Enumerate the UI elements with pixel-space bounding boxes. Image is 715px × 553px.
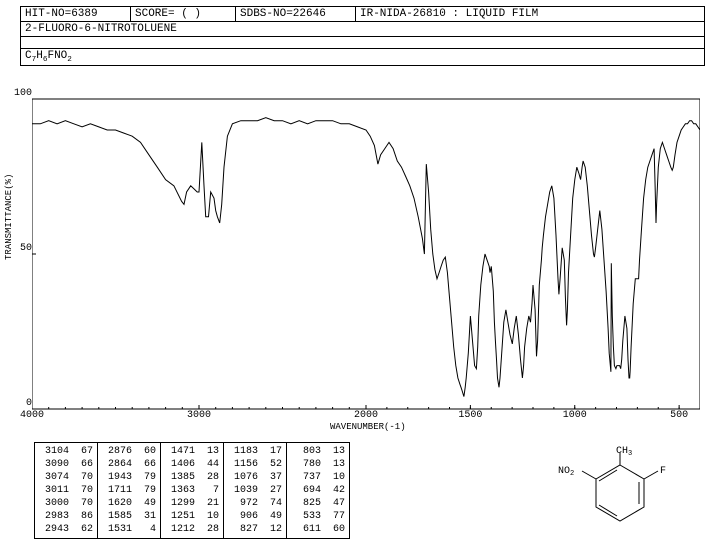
formula-cell: C7H6FNO2 (21, 49, 704, 65)
x-tick-label: 500 (661, 410, 697, 421)
molecular-structure: CH3 NO2 F (540, 445, 700, 545)
peak-table-row: 61160 (291, 523, 345, 536)
peak-table-row: 300070 (39, 497, 93, 510)
peak-table-row: 147113 (165, 445, 219, 458)
peak-table-row: 15314 (102, 523, 156, 536)
f-label: F (660, 466, 666, 477)
peak-table-row: 118317 (228, 445, 282, 458)
peak-table-row: 287660 (102, 445, 156, 458)
x-axis-label: WAVENUMBER(-1) (330, 422, 406, 432)
peak-table-row: 82547 (291, 497, 345, 510)
peak-table-row: 103927 (228, 484, 282, 497)
y-tick-label: 50 (12, 243, 32, 254)
x-tick-label: 2000 (348, 410, 384, 421)
peak-table-row: 107637 (228, 471, 282, 484)
no2-label: NO2 (558, 466, 574, 478)
method-cell: IR-NIDA-26810 : LIQUID FILM (356, 7, 704, 21)
peak-table-row: 73710 (291, 471, 345, 484)
x-tick-label: 1000 (557, 410, 593, 421)
peak-table-column: 2876602864661943791711791620491585311531… (98, 443, 161, 538)
peak-table-row: 298386 (39, 510, 93, 523)
peak-table-row: 310467 (39, 445, 93, 458)
sdbs-no-cell: SDBS-NO=22646 (236, 7, 356, 21)
x-tick-label: 3000 (181, 410, 217, 421)
peak-table-row: 82712 (228, 523, 282, 536)
peak-table-row: 90649 (228, 510, 282, 523)
peak-table-column: 118317115652107637103927972749064982712 (224, 443, 287, 538)
header-row-1: HIT-NO=6389 SCORE= ( ) SDBS-NO=22646 IR-… (20, 6, 705, 22)
peak-table-row: 286466 (102, 458, 156, 471)
peak-table-row: 140644 (165, 458, 219, 471)
compound-cell: 2-FLUORO-6-NITROTOLUENE (21, 22, 704, 36)
peak-table-row: 80313 (291, 445, 345, 458)
blank-cell (21, 37, 704, 48)
peak-table-row: 125110 (165, 510, 219, 523)
peak-table-row: 309066 (39, 458, 93, 471)
peak-table-column: 3104673090663074703011703000702983862943… (35, 443, 98, 538)
peak-table-row: 194379 (102, 471, 156, 484)
x-tick-label: 1500 (452, 410, 488, 421)
peak-table-row: 294362 (39, 523, 93, 536)
peak-table-row: 78013 (291, 458, 345, 471)
peak-table-row: 171179 (102, 484, 156, 497)
header-row-4: C7H6FNO2 (20, 49, 705, 66)
peak-table: 3104673090663074703011703000702983862943… (34, 442, 350, 539)
peak-table-row: 121228 (165, 523, 219, 536)
hit-no-cell: HIT-NO=6389 (21, 7, 131, 21)
peak-table-row: 301170 (39, 484, 93, 497)
score-cell: SCORE= ( ) (131, 7, 236, 21)
peak-table-column: 1471131406441385281363712992112511012122… (161, 443, 224, 538)
peak-table-row: 129921 (165, 497, 219, 510)
y-tick-label: 0 (12, 398, 32, 409)
y-tick-label: 100 (12, 88, 32, 99)
peak-table-row: 115652 (228, 458, 282, 471)
header: HIT-NO=6389 SCORE= ( ) SDBS-NO=22646 IR-… (20, 6, 705, 66)
peak-table-column: 80313780137371069442825475337761160 (287, 443, 349, 538)
spectrum-chart (32, 94, 700, 414)
peak-table-row: 158531 (102, 510, 156, 523)
peak-table-row: 138528 (165, 471, 219, 484)
peak-table-row: 162049 (102, 497, 156, 510)
header-row-2: 2-FLUORO-6-NITROTOLUENE (20, 22, 705, 37)
peak-table-row: 13637 (165, 484, 219, 497)
peak-table-row: 307470 (39, 471, 93, 484)
peak-table-row: 53377 (291, 510, 345, 523)
ch3-label: CH3 (616, 446, 632, 458)
x-tick-label: 4000 (14, 410, 50, 421)
peak-table-row: 97274 (228, 497, 282, 510)
peak-table-row: 69442 (291, 484, 345, 497)
header-row-3 (20, 37, 705, 49)
